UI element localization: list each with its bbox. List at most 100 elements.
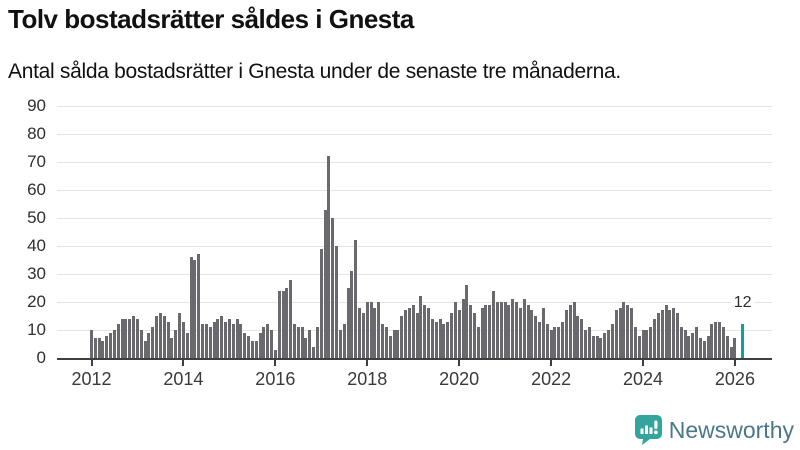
gridline	[57, 218, 772, 219]
bar	[691, 333, 694, 358]
bar	[668, 310, 671, 358]
bar	[239, 324, 242, 358]
x-axis-tick	[458, 360, 460, 366]
bar	[228, 319, 231, 358]
bar	[389, 336, 392, 358]
bar	[147, 333, 150, 358]
bar	[580, 319, 583, 358]
bar	[289, 280, 292, 358]
gridline	[57, 134, 772, 135]
bar	[170, 338, 173, 358]
bar	[324, 210, 327, 358]
bar	[458, 310, 461, 358]
bar	[615, 310, 618, 358]
bar	[205, 324, 208, 358]
bar	[484, 305, 487, 358]
bar	[385, 327, 388, 358]
x-axis-tick	[642, 360, 644, 366]
y-axis-label: 0	[0, 349, 46, 366]
bar	[335, 246, 338, 358]
bar	[588, 327, 591, 358]
bar	[182, 322, 185, 358]
bar	[144, 341, 147, 358]
x-axis-tick	[182, 360, 184, 366]
bar	[523, 299, 526, 358]
bar	[703, 341, 706, 358]
bar	[366, 302, 369, 358]
bar	[178, 313, 181, 358]
bar	[665, 305, 668, 358]
page-title: Tolv bostadsrätter såldes i Gnesta	[8, 4, 414, 35]
bar	[101, 341, 104, 358]
bar	[427, 308, 430, 358]
bar	[672, 308, 675, 358]
bar	[481, 308, 484, 358]
x-axis-label: 2022	[531, 369, 571, 390]
bar	[312, 347, 315, 358]
bar	[370, 302, 373, 358]
bar	[362, 313, 365, 358]
bar	[462, 299, 465, 358]
bar	[316, 327, 319, 358]
gridline	[57, 190, 772, 191]
bar	[236, 319, 239, 358]
bar	[538, 322, 541, 358]
bar	[320, 249, 323, 358]
chart-subtitle: Antal sålda bostadsrätter i Gnesta under…	[8, 60, 621, 84]
bar	[259, 333, 262, 358]
bar	[603, 333, 606, 358]
bar	[726, 336, 729, 358]
bar	[718, 322, 721, 358]
bar	[190, 257, 193, 358]
bar	[511, 299, 514, 358]
highlight-bar	[741, 324, 744, 358]
gridline	[57, 246, 772, 247]
bar	[699, 338, 702, 358]
bar	[282, 291, 285, 358]
bar	[519, 308, 522, 358]
bar	[507, 305, 510, 358]
bar	[90, 330, 93, 358]
bar	[373, 308, 376, 358]
bar	[653, 319, 656, 358]
bar	[492, 291, 495, 358]
x-axis-tick	[274, 360, 276, 366]
x-axis-tick	[91, 360, 93, 366]
bar	[680, 327, 683, 358]
bar	[442, 324, 445, 358]
bar	[243, 333, 246, 358]
bar	[274, 350, 277, 358]
bar	[496, 302, 499, 358]
bar	[220, 316, 223, 358]
x-axis-label: 2014	[163, 369, 203, 390]
bar	[224, 322, 227, 358]
bar	[128, 319, 131, 358]
bar	[151, 327, 154, 358]
x-axis-label: 2018	[347, 369, 387, 390]
bar	[534, 316, 537, 358]
bar	[163, 316, 166, 358]
bar	[722, 327, 725, 358]
bar	[450, 313, 453, 358]
bar	[113, 330, 116, 358]
y-axis-label: 30	[0, 265, 46, 282]
bar	[297, 327, 300, 358]
x-axis-tick	[366, 360, 368, 366]
bar	[454, 302, 457, 358]
bar	[216, 319, 219, 358]
bar	[584, 330, 587, 358]
bar	[561, 322, 564, 358]
bar	[186, 333, 189, 358]
bar	[393, 330, 396, 358]
bar	[684, 330, 687, 358]
bar	[730, 347, 733, 358]
bar	[308, 330, 311, 358]
bar	[167, 322, 170, 358]
bar	[94, 338, 97, 358]
bar	[710, 324, 713, 358]
x-axis-tick	[734, 360, 736, 366]
bar	[695, 327, 698, 358]
y-axis-label: 70	[0, 153, 46, 170]
bar	[573, 302, 576, 358]
y-axis-label: 50	[0, 209, 46, 226]
